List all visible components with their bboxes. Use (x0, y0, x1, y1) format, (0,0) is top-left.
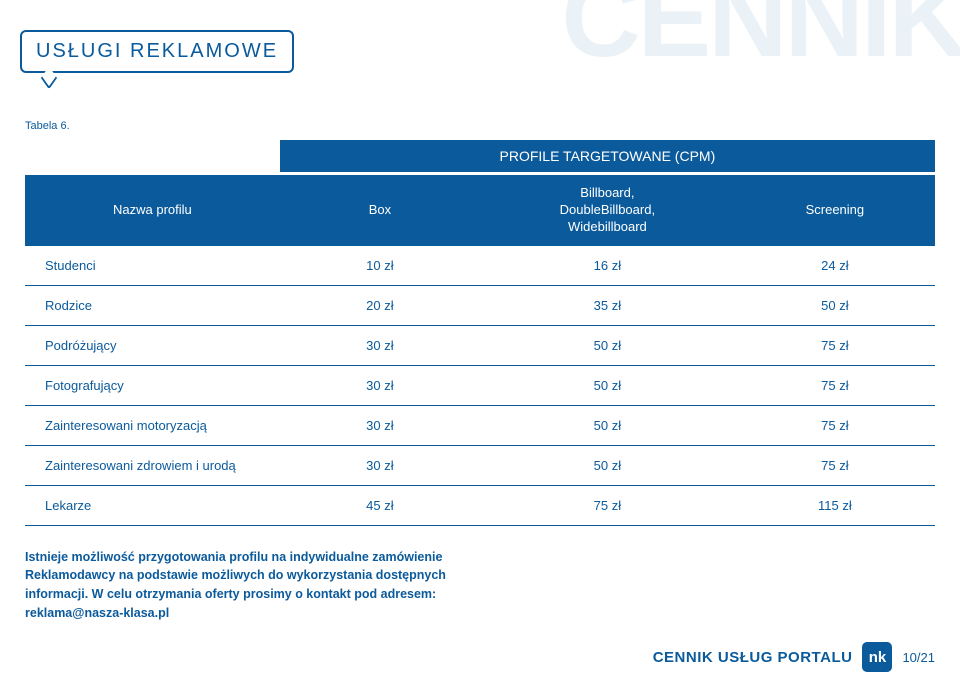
table-body: Studenci 10 zł 16 zł 24 zł Rodzice 20 zł… (25, 246, 935, 526)
cell: Lekarze (25, 485, 280, 525)
cell: 75 zł (735, 365, 935, 405)
footer-page: 10/21 (902, 650, 935, 665)
col-header: Screening (735, 175, 935, 246)
cell: 30 zł (280, 405, 480, 445)
col-header: Billboard, DoubleBillboard, Widebillboar… (480, 175, 735, 246)
cell: 45 zł (280, 485, 480, 525)
table-title-row: PROFILE TARGETOWANE (CPM) (25, 140, 935, 172)
cell: 30 zł (280, 325, 480, 365)
table-title: PROFILE TARGETOWANE (CPM) (280, 140, 935, 172)
cell: 50 zł (480, 405, 735, 445)
cell: 50 zł (480, 325, 735, 365)
bubble-title: USŁUGI REKLAMOWE (20, 30, 294, 73)
cell: Studenci (25, 246, 280, 286)
cell: 10 zł (280, 246, 480, 286)
spacer (25, 140, 280, 172)
table-row: Lekarze 45 zł 75 zł 115 zł (25, 485, 935, 525)
cell: Rodzice (25, 285, 280, 325)
footnote: Istnieje możliwość przygotowania profilu… (25, 548, 495, 623)
table-row: Zainteresowani zdrowiem i urodą 30 zł 50… (25, 445, 935, 485)
table-caption: Tabela 6. (25, 120, 935, 132)
table-row: Fotografujący 30 zł 50 zł 75 zł (25, 365, 935, 405)
cell: Podróżujący (25, 325, 280, 365)
table-row: Zainteresowani motoryzacją 30 zł 50 zł 7… (25, 405, 935, 445)
col-header: Box (280, 175, 480, 246)
pricing-table: PROFILE TARGETOWANE (CPM) Nazwa profilu … (25, 140, 935, 526)
cell: 75 zł (480, 485, 735, 525)
cell: 30 zł (280, 365, 480, 405)
cell: 115 zł (735, 485, 935, 525)
cell: Fotografujący (25, 365, 280, 405)
table-row: Studenci 10 zł 16 zł 24 zł (25, 246, 935, 286)
main-content: Tabela 6. PROFILE TARGETOWANE (CPM) Nazw… (25, 120, 935, 623)
table-row: Rodzice 20 zł 35 zł 50 zł (25, 285, 935, 325)
cell: 20 zł (280, 285, 480, 325)
cell: 75 zł (735, 325, 935, 365)
watermark-text: CENNIK (561, 0, 960, 82)
col-header: Nazwa profilu (25, 175, 280, 246)
cell: Zainteresowani motoryzacją (25, 405, 280, 445)
cell: 50 zł (480, 445, 735, 485)
cell: 16 zł (480, 246, 735, 286)
footer: CENNIK USŁUG PORTALU nk 10/21 (653, 642, 935, 672)
cell: 24 zł (735, 246, 935, 286)
footer-text: CENNIK USŁUG PORTALU (653, 649, 853, 666)
cell: 50 zł (480, 365, 735, 405)
cell: 75 zł (735, 445, 935, 485)
cell: Zainteresowani zdrowiem i urodą (25, 445, 280, 485)
table-row: Podróżujący 30 zł 50 zł 75 zł (25, 325, 935, 365)
table-header-row: Nazwa profilu Box Billboard, DoubleBillb… (25, 175, 935, 246)
cell: 50 zł (735, 285, 935, 325)
title-bubble: USŁUGI REKLAMOWE (20, 30, 294, 73)
footer-logo: nk (862, 642, 892, 672)
cell: 75 zł (735, 405, 935, 445)
cell: 35 zł (480, 285, 735, 325)
cell: 30 zł (280, 445, 480, 485)
